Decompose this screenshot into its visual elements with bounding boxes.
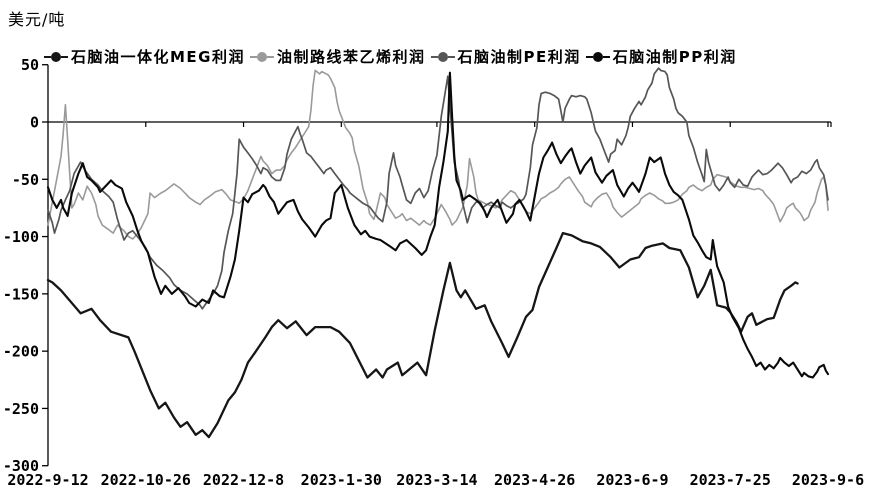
legend-label: 石脑油一体化MEG利润 [71, 48, 245, 66]
svg-text:-300: -300 [3, 457, 39, 475]
svg-text:-150: -150 [3, 285, 39, 303]
svg-text:2023-3-14: 2023-3-14 [396, 471, 477, 489]
svg-text:2023-6-9: 2023-6-9 [596, 471, 668, 489]
series-marker-icon [250, 51, 274, 62]
svg-text:-250: -250 [3, 400, 39, 418]
legend: 石脑油一体化MEG利润 油制路线苯乙烯利润 石脑油制PE利润 石脑油制PP利润 [44, 46, 742, 67]
series-marker-icon [44, 51, 68, 62]
legend-label: 石脑油制PE利润 [457, 48, 581, 66]
svg-text:-100: -100 [3, 228, 39, 246]
legend-label: 油制路线苯乙烯利润 [277, 48, 426, 66]
svg-text:2022-9-12: 2022-9-12 [7, 471, 88, 489]
svg-text:-50: -50 [12, 171, 39, 189]
svg-text:2023-7-25: 2023-7-25 [690, 471, 771, 489]
svg-text:2022-10-26: 2022-10-26 [101, 471, 191, 489]
svg-text:2022-12-8: 2022-12-8 [203, 471, 284, 489]
legend-item-pe: 石脑油制PE利润 [430, 46, 584, 67]
axis-unit-label: 美元/吨 [8, 10, 66, 29]
legend-label: 石脑油制PP利润 [612, 48, 737, 66]
svg-text:2023-4-26: 2023-4-26 [494, 471, 575, 489]
series-marker-icon [430, 51, 455, 62]
svg-text:2023-1-30: 2023-1-30 [301, 471, 382, 489]
legend-item-styrene: 油制路线苯乙烯利润 [250, 46, 429, 67]
svg-text:-200: -200 [3, 343, 39, 361]
legend-item-meg: 石脑油一体化MEG利润 [44, 46, 248, 67]
svg-text:2023-9-6: 2023-9-6 [792, 471, 864, 489]
svg-text:50: 50 [21, 56, 39, 74]
svg-text:0: 0 [30, 114, 39, 132]
legend-item-pp: 石脑油制PP利润 [585, 46, 740, 67]
series-marker-icon [585, 51, 610, 62]
